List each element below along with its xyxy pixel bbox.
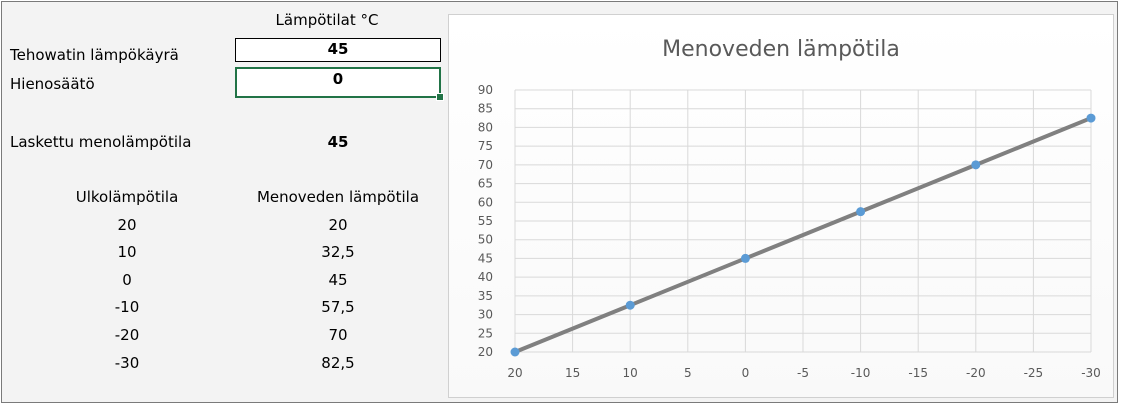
outdoor-temp-cell: 20 — [117, 216, 137, 234]
series-line — [513, 116, 1093, 354]
x-tick-label: -30 — [1081, 366, 1101, 380]
data-point — [856, 207, 866, 217]
flow-temperature-chart[interactable]: Menoveden lämpötila 20 25 30 35 40 45 50 55 60 65… — [448, 14, 1114, 398]
flow-temp-cell: 82,5 — [321, 354, 355, 372]
y-tick-label: 20 — [478, 345, 493, 359]
data-point — [971, 160, 981, 170]
x-tick-label: 10 — [623, 366, 638, 380]
x-tick-label: -15 — [908, 366, 928, 380]
x-tick-label: 0 — [742, 366, 750, 380]
x-tick-label: -10 — [851, 366, 871, 380]
flow-temp-cell: 57,5 — [321, 298, 355, 316]
fine-tune-label: Hienosäätö — [10, 75, 95, 93]
x-tick-label: 20 — [507, 366, 522, 380]
y-tick-label: 75 — [478, 139, 493, 153]
calculated-value: 45 — [327, 133, 349, 151]
flow-temp-cell: 70 — [328, 326, 348, 344]
flow-temp-cell: 20 — [328, 216, 348, 234]
outdoor-temp-cell: -30 — [114, 354, 140, 372]
x-tick-label: -25 — [1024, 366, 1044, 380]
data-point — [1086, 113, 1096, 123]
y-tick-label: 30 — [478, 308, 493, 322]
y-tick-label: 85 — [478, 102, 493, 116]
fill-handle[interactable] — [436, 93, 444, 101]
data-point — [510, 347, 520, 357]
y-tick-label: 25 — [478, 326, 493, 340]
y-tick-label: 35 — [478, 289, 493, 303]
outdoor-temp-cell: 10 — [117, 243, 137, 261]
chart-title: Menoveden lämpötila — [662, 37, 900, 62]
worksheet-cells: Lämpötilat °C Tehowatin lämpökäyrä 45 Hi… — [2, 2, 444, 402]
x-tick-label: -20 — [966, 366, 986, 380]
y-tick-label: 65 — [478, 177, 493, 191]
y-tick-label: 50 — [478, 233, 493, 247]
fine-tune-input-cell[interactable]: 0 — [235, 67, 441, 98]
y-tick-label: 45 — [478, 251, 493, 265]
y-tick-label: 90 — [478, 83, 493, 97]
outdoor-temp-cell: 0 — [122, 271, 132, 289]
y-tick-label: 70 — [478, 158, 493, 172]
data-point — [740, 253, 750, 263]
x-tick-label: -5 — [797, 366, 809, 380]
y-tick-label: 80 — [478, 120, 493, 134]
y-tick-label: 55 — [478, 214, 493, 228]
calculated-label: Laskettu menolämpötila — [10, 133, 192, 151]
data-point — [625, 300, 635, 310]
outdoor-temp-cell: -20 — [114, 326, 140, 344]
flow-temp-cell: 32,5 — [321, 243, 355, 261]
x-tick-label: 15 — [565, 366, 580, 380]
curve-label: Tehowatin lämpökäyrä — [10, 46, 179, 64]
outdoor-temp-cell: -10 — [114, 298, 140, 316]
flow-temp-cell: 45 — [328, 271, 348, 289]
temperatures-header: Lämpötilat °C — [275, 11, 379, 29]
outdoor-temp-header: Ulkolämpötila — [75, 188, 179, 206]
x-tick-label: 5 — [684, 366, 692, 380]
y-tick-label: 40 — [478, 270, 493, 284]
y-tick-label: 60 — [478, 195, 493, 209]
flow-temp-header: Menoveden lämpötila — [256, 188, 420, 206]
curve-input-cell[interactable]: 45 — [235, 38, 441, 62]
